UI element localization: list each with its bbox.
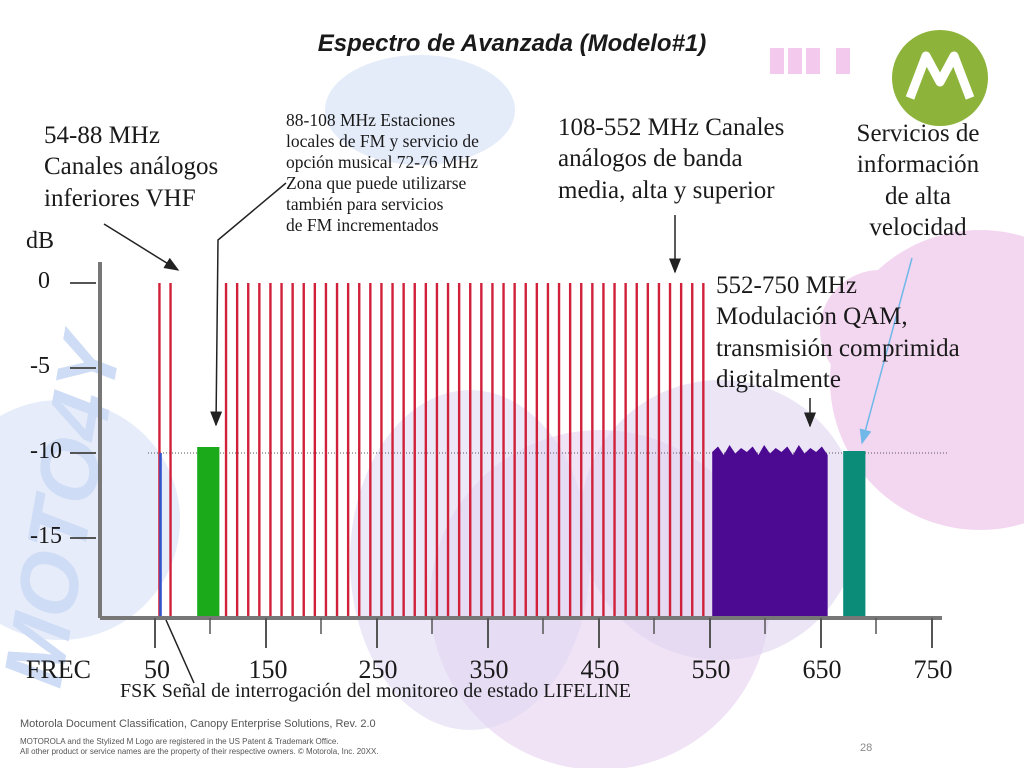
footer-classification: Motorola Document Classification, Canopy… [20,718,376,730]
callout-line: Modulación QAM, [716,303,908,331]
x-tick-label: 550 [691,655,731,684]
callout-line: digitalmente [716,365,841,393]
callout-line: de alta [885,182,951,210]
callout-line: 88-108 MHz Estaciones [286,110,456,130]
y-tick-label: -5 [30,353,50,379]
callout-line: Servicios de [856,120,980,147]
callout-line: inferiores VHF [44,184,196,212]
motorola-logo [892,30,988,126]
batwing-m-icon [905,51,975,100]
callout-552-750-mhz: 552-750 MHz Modulación QAM, transmisión … [716,270,1016,395]
callout-line: análogos de banda [558,145,743,173]
callout-line: 552-750 MHz [716,272,857,299]
callout-line: velocidad [869,213,967,241]
arrow-to-data-band [859,257,913,445]
fsk-note: FSK Señal de interrogación del monitoreo… [120,680,631,702]
callout-54-88-mhz: 54-88 MHz Canales análogos inferiores VH… [44,120,274,214]
callout-line: Zona que puede utilizarse [286,173,467,193]
arrow-to-fsk [165,619,195,684]
high-speed-data-block [843,451,866,618]
footer-trademark: MOTOROLA and the Stylized M Logo are reg… [20,737,339,746]
callout-88-108-mhz: 88-108 MHz Estaciones locales de FM y se… [286,110,556,236]
callout-high-speed-data: Servicios de información de alta velocid… [838,118,998,243]
y-tick-label: -10 [30,438,62,464]
arrow-to-fm-band [210,182,287,427]
x-tick-label: 750 [913,655,953,684]
callout-line: media, alta y superior [558,176,775,204]
x-axis-label: FREC [26,655,92,684]
qam-band-block [712,445,828,618]
footer-trademark: All other product or service names are t… [20,747,379,756]
callout-line: información [856,151,980,179]
callout-line: locales de FM y servicio de [286,131,479,151]
callout-line: transmisión comprimida [716,334,960,362]
callout-line: opción musical 72-76 MHz [286,152,478,172]
x-tick-label: 650 [802,655,842,684]
x-tick-label: 350 [469,655,509,684]
y-tick-label: 0 [38,268,50,294]
page-number: 28 [860,742,873,754]
callout-line: Canales análogos [44,153,219,181]
fm-band-block [197,447,220,618]
callout-108-552-mhz: 108-552 MHz Canales análogos de banda me… [558,112,838,206]
callout-line: de FM incrementados [286,215,439,235]
x-tick-label: 250 [358,655,398,684]
arrow-to-vhf [103,223,180,271]
y-axis-label: dB [26,228,55,254]
callout-line: 54-88 MHz [44,122,160,149]
x-tick-label: 50 [144,655,170,684]
x-tick-label: 150 [248,655,288,684]
y-tick-label: -15 [30,523,62,549]
x-tick-label: 450 [580,655,620,684]
page-title: Espectro de Avanzada (Modelo#1) [317,30,707,57]
callout-line: 108-552 MHz Canales [558,114,785,141]
callout-line: también para servicios [286,194,444,214]
